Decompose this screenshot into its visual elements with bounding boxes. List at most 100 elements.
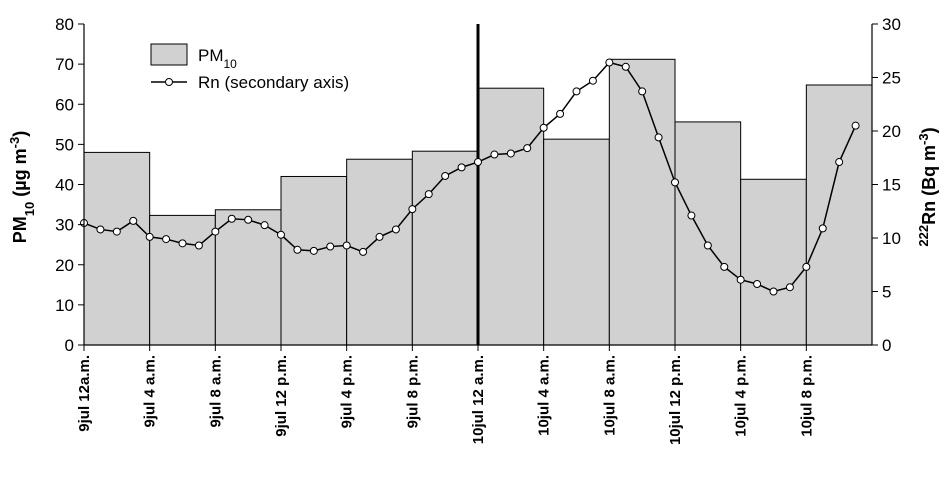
radon-point xyxy=(818,224,827,233)
x-tick-label: 10jul 8 p.m. xyxy=(798,355,815,437)
pm10-bar xyxy=(83,151,151,346)
radon-point xyxy=(785,283,794,292)
radon-point xyxy=(802,262,811,271)
pm10-bar xyxy=(674,121,742,346)
legend-rn-label: Rn (secondary axis) xyxy=(198,73,349,92)
radon-point xyxy=(457,163,466,172)
y2-tick-label: 15 xyxy=(882,176,901,195)
radon-point xyxy=(654,133,663,142)
radon-point xyxy=(736,275,745,284)
radon-point xyxy=(391,225,400,234)
y-tick-label: 70 xyxy=(55,55,74,74)
y-tick-label: 20 xyxy=(55,256,74,275)
radon-point xyxy=(605,58,614,67)
pm10-bar xyxy=(477,87,545,346)
y-tick-label: 10 xyxy=(55,296,74,315)
radon-point xyxy=(720,262,729,271)
radon-point xyxy=(621,62,630,71)
pm10-bar xyxy=(346,158,413,346)
radon-point xyxy=(145,232,154,241)
y-tick-label: 30 xyxy=(55,216,74,235)
pm10-bar xyxy=(740,178,807,346)
pm10-bar xyxy=(608,58,676,346)
radon-point xyxy=(474,158,482,167)
legend: PM10 Rn (secondary axis) xyxy=(150,43,349,92)
y-tick-label: 0 xyxy=(65,336,74,355)
y-tick-label: 40 xyxy=(55,176,74,195)
y-tick-label: 60 xyxy=(55,95,74,114)
y2-tick-label: 20 xyxy=(882,122,901,141)
x-tick-label: 10jul 4 a.m. xyxy=(536,355,553,436)
radon-point xyxy=(835,158,844,167)
radon-point xyxy=(556,109,565,118)
pm10-bar xyxy=(805,84,873,346)
radon-point xyxy=(588,76,597,85)
legend-pm10-swatch xyxy=(150,43,188,66)
radon-point xyxy=(572,87,581,96)
x-tick-label: 9jul 8 a.m. xyxy=(207,355,224,428)
radon-point xyxy=(342,241,351,250)
radon-point xyxy=(523,144,532,153)
pm10-bar xyxy=(214,209,282,346)
radon-point xyxy=(703,241,712,250)
radon-point xyxy=(769,287,778,296)
radon-point xyxy=(326,242,335,251)
radon-point xyxy=(490,150,499,159)
y2-axis-label: 222Rn (Bq m-3) xyxy=(916,127,940,246)
radon-point xyxy=(687,211,696,220)
radon-point xyxy=(293,245,302,254)
radon-point xyxy=(96,225,105,234)
x-tick-label: 9jul 12 p.m. xyxy=(273,355,290,437)
radon-point xyxy=(424,190,433,199)
radon-point xyxy=(753,280,762,289)
x-tick-label: 9jul 8 p.m. xyxy=(404,355,421,428)
radon-point xyxy=(539,123,548,132)
y-axis-ticks: 0 10 20 30 40 50 60 70 80 xyxy=(55,15,84,355)
legend-pm10-label: PM10 xyxy=(198,46,237,71)
pm10-bars xyxy=(83,58,873,346)
x-tick-label: 10jul 12 p.m. xyxy=(667,355,684,445)
x-tick-label: 10jul 12 a.m. xyxy=(470,355,487,444)
radon-point xyxy=(178,239,187,248)
radon-point xyxy=(671,178,679,187)
x-tick-label: 10jul 8 a.m. xyxy=(601,355,618,436)
y2-tick-label: 30 xyxy=(882,15,901,34)
pm10-bar xyxy=(149,214,216,346)
radon-point xyxy=(408,205,417,214)
radon-point xyxy=(260,221,269,230)
y2-tick-label: 10 xyxy=(882,229,901,248)
radon-point xyxy=(162,235,171,244)
x-axis-ticks: 9jul 12a.m. 9jul 4 a.m. 9jul 8 a.m. 9jul 12… xyxy=(76,345,815,445)
pm10-bar xyxy=(280,175,348,346)
radon-point xyxy=(375,232,384,241)
y-tick-label: 80 xyxy=(55,15,74,34)
radon-point xyxy=(309,246,318,255)
x-tick-label: 9jul 4 p.m. xyxy=(339,355,356,428)
y2-axis-ticks: 0 5 10 15 20 25 30 xyxy=(872,15,901,355)
x-tick-label: 9jul 4 a.m. xyxy=(142,355,159,428)
legend-rn-marker xyxy=(165,78,173,86)
y-axis-label: PM10 (µg m-3) xyxy=(7,131,37,243)
y2-tick-label: 5 xyxy=(882,283,891,302)
radon-point xyxy=(638,87,647,96)
radon-point xyxy=(129,216,138,225)
radon-point xyxy=(112,227,121,236)
radon-point xyxy=(227,214,236,223)
radon-point xyxy=(441,171,450,180)
y2-tick-label: 25 xyxy=(882,69,901,88)
radon-point xyxy=(506,149,515,158)
radon-point xyxy=(851,121,860,130)
radon-point xyxy=(244,215,253,224)
radon-line xyxy=(80,58,860,296)
pm10-bar xyxy=(543,138,610,346)
y2-tick-label: 0 xyxy=(882,336,891,355)
x-tick-label: 9jul 12a.m. xyxy=(76,355,93,432)
radon-point xyxy=(277,230,285,239)
x-tick-label: 10jul 4 p.m. xyxy=(733,355,750,437)
radon-point xyxy=(211,227,220,236)
radon-point xyxy=(194,241,203,250)
y-tick-label: 50 xyxy=(55,135,74,154)
radon-point xyxy=(359,247,368,256)
pm10-bar xyxy=(411,150,479,346)
